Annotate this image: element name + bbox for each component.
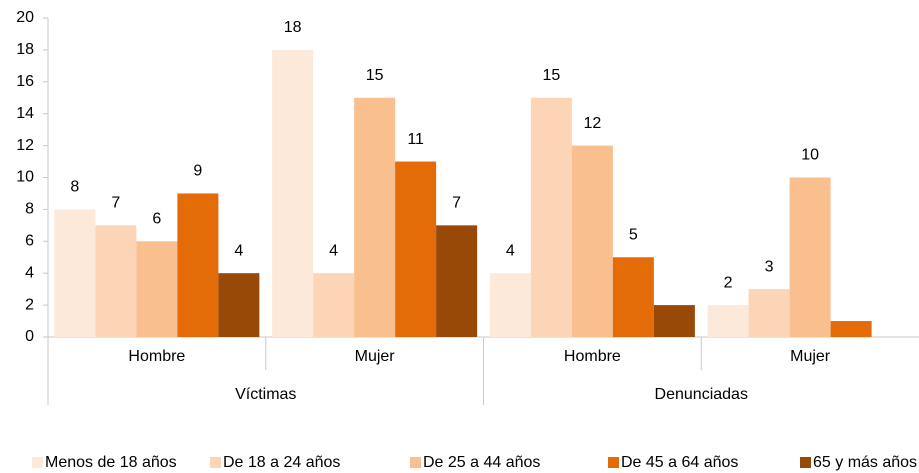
bar — [272, 49, 314, 338]
y-tick-label: 8 — [25, 201, 34, 218]
group-label: Víctimas — [235, 386, 296, 403]
group-label: Denunciadas — [655, 386, 748, 403]
bar — [707, 305, 749, 337]
bar — [136, 241, 178, 337]
data-label: 15 — [542, 67, 560, 84]
legend-label: De 25 a 44 años — [423, 454, 540, 471]
y-tick-label: 0 — [25, 328, 34, 345]
bar — [571, 145, 613, 337]
y-tick-label: 16 — [16, 73, 34, 90]
y-tick-label: 14 — [16, 105, 34, 122]
bar — [612, 257, 654, 337]
data-label: 7 — [111, 195, 120, 212]
legend-swatch — [800, 457, 811, 468]
y-tick-label: 4 — [25, 264, 34, 281]
bar — [95, 225, 137, 337]
data-label: 15 — [366, 67, 384, 84]
data-label: 7 — [452, 195, 461, 212]
bar — [395, 161, 437, 337]
bar — [313, 273, 355, 337]
bar — [653, 305, 695, 337]
data-label: 4 — [329, 242, 338, 259]
y-tick-label: 10 — [16, 169, 34, 186]
y-tick-label: 6 — [25, 233, 34, 250]
y-tick-label: 12 — [16, 137, 34, 154]
bar — [354, 97, 396, 337]
bar — [748, 289, 790, 337]
legend-swatch — [32, 457, 43, 468]
data-label: 18 — [284, 19, 302, 36]
data-label: 9 — [193, 163, 202, 180]
bar — [530, 97, 572, 337]
data-label: 10 — [801, 147, 819, 164]
legend-swatch — [210, 457, 221, 468]
data-label: 5 — [629, 226, 638, 243]
data-label: 6 — [152, 211, 161, 228]
x-tick-label: Hombre — [128, 348, 185, 365]
legend-label: 65 y más años — [813, 454, 917, 471]
bar — [177, 193, 219, 337]
legend-label: De 18 a 24 años — [223, 454, 340, 471]
bar — [54, 209, 96, 337]
y-tick-label: 20 — [16, 9, 34, 26]
bar — [830, 321, 872, 337]
data-label: 8 — [70, 179, 79, 196]
legend-label: De 45 a 64 años — [621, 454, 738, 471]
data-label: 11 — [407, 131, 424, 148]
bar — [436, 225, 478, 337]
legend-swatch — [410, 457, 421, 468]
x-tick-label: Mujer — [355, 348, 396, 365]
legend-label: Menos de 18 años — [45, 454, 177, 471]
x-tick-label: Hombre — [564, 348, 621, 365]
bar — [489, 273, 531, 337]
legend-swatch — [608, 457, 619, 468]
data-label: 3 — [765, 258, 774, 275]
data-label: 2 — [724, 274, 733, 291]
bar — [218, 273, 260, 337]
data-label: 12 — [583, 115, 601, 132]
x-tick-label: Mujer — [790, 348, 831, 365]
y-tick-label: 18 — [16, 41, 34, 58]
bar — [789, 177, 831, 337]
y-tick-label: 2 — [25, 296, 34, 313]
data-label: 4 — [234, 242, 243, 259]
data-label: 4 — [506, 242, 515, 259]
